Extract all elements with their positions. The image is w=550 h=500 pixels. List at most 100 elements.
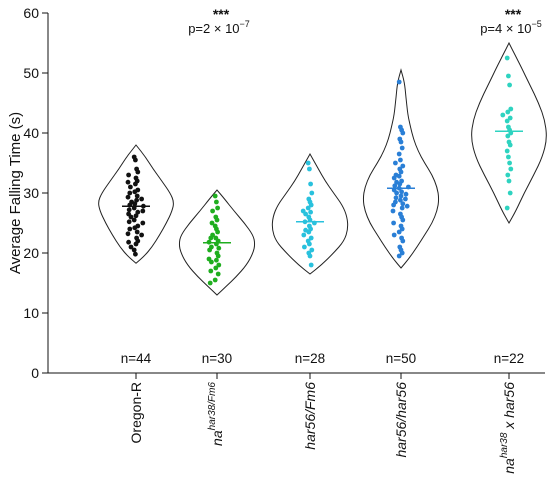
data-point xyxy=(399,250,405,256)
data-point xyxy=(396,79,402,85)
data-point xyxy=(399,145,405,151)
violin-outline xyxy=(471,41,547,225)
n-count-label: n=30 xyxy=(202,351,232,366)
data-point xyxy=(308,202,314,208)
data-point xyxy=(214,257,219,263)
data-point xyxy=(306,229,312,235)
data-point xyxy=(140,208,146,214)
data-point xyxy=(301,232,307,238)
n-count-label: n=28 xyxy=(295,351,325,366)
data-point xyxy=(507,160,512,166)
data-point xyxy=(133,213,139,219)
data-point xyxy=(127,190,133,196)
y-axis-title: Average Falling Time (s) xyxy=(7,112,24,274)
p-value-label: p=4 × 10−5 xyxy=(480,19,542,36)
data-point xyxy=(214,199,219,205)
data-point xyxy=(393,195,399,201)
y-tick-label: 30 xyxy=(23,185,39,201)
data-point xyxy=(208,268,214,274)
data-point xyxy=(396,151,402,157)
data-point xyxy=(134,229,140,235)
data-point xyxy=(504,118,510,124)
data-point xyxy=(303,211,308,217)
violin-group xyxy=(98,144,174,264)
n-count-label: n=22 xyxy=(494,351,524,366)
data-point xyxy=(133,157,138,163)
significance-stars: *** xyxy=(505,6,522,22)
p-value-label: p=2 × 10−7 xyxy=(188,19,250,36)
data-point xyxy=(127,184,133,190)
data-point xyxy=(132,201,138,207)
category-label: Oregon-R xyxy=(128,382,144,443)
data-point xyxy=(127,226,133,232)
data-point xyxy=(397,181,403,187)
category-label-part: har56/Fm6 xyxy=(302,382,318,450)
violin-outline xyxy=(271,152,349,275)
data-point xyxy=(216,262,222,268)
data-point xyxy=(504,205,510,211)
data-point xyxy=(134,197,140,203)
data-point xyxy=(132,189,138,195)
data-point xyxy=(209,220,215,226)
label-layer: n=44 Oregon-R n=30 *** p=2 × 10−7 nahar38/Fm6… xyxy=(121,6,542,474)
data-point xyxy=(392,183,398,189)
data-point xyxy=(505,109,511,115)
data-point xyxy=(307,166,312,172)
data-point xyxy=(400,201,406,207)
category-label-part: Oregon-R xyxy=(128,382,144,443)
data-point xyxy=(125,194,131,200)
y-tick-label: 20 xyxy=(23,245,39,261)
data-point xyxy=(134,193,140,199)
data-point xyxy=(126,172,131,178)
data-point xyxy=(126,207,132,213)
data-point xyxy=(131,217,137,223)
violin-outline xyxy=(362,68,440,269)
data-point xyxy=(135,169,141,175)
violin-group xyxy=(471,41,547,225)
category-label: nahar38/Fm6 xyxy=(207,382,225,446)
data-point xyxy=(305,160,311,166)
data-point xyxy=(400,217,406,223)
data-point xyxy=(390,208,396,214)
data-point xyxy=(506,73,511,79)
p-value-exponent: −5 xyxy=(532,19,542,29)
data-point xyxy=(305,205,311,211)
violin-group xyxy=(178,189,256,296)
axis-layer: 0 10 20 30 40 50 60 xyxy=(23,5,545,381)
data-point xyxy=(308,235,314,241)
data-point xyxy=(506,154,511,160)
violin-outline xyxy=(98,144,174,264)
data-point xyxy=(133,181,138,187)
data-point xyxy=(500,112,506,118)
p-value-base: p=2 × 10 xyxy=(188,21,239,36)
data-point xyxy=(508,166,514,172)
data-point xyxy=(398,139,404,145)
category-label-part: har38 xyxy=(499,432,510,458)
p-value-base: p=4 × 10 xyxy=(480,21,531,36)
data-point xyxy=(400,130,406,136)
n-count-label: n=44 xyxy=(121,351,152,366)
y-tick-label: 50 xyxy=(23,65,39,81)
data-point xyxy=(212,193,218,199)
data-point xyxy=(207,247,213,253)
data-point xyxy=(208,235,214,241)
data-point xyxy=(508,106,514,112)
data-point xyxy=(505,172,511,178)
data-point xyxy=(125,231,131,237)
data-point xyxy=(505,133,511,139)
category-label-part: har56/har56 xyxy=(393,382,409,458)
data-point xyxy=(135,209,141,215)
violin-layer xyxy=(98,41,547,296)
data-point xyxy=(398,197,403,203)
category-label-part: har38/Fm6 xyxy=(207,382,218,431)
data-point xyxy=(216,245,222,251)
data-point xyxy=(309,247,315,253)
data-point xyxy=(139,232,145,238)
data-point xyxy=(399,205,405,211)
data-point xyxy=(125,179,131,185)
category-label: har56/har56 xyxy=(393,382,409,458)
data-point xyxy=(506,178,512,184)
data-point xyxy=(210,208,216,214)
data-point xyxy=(140,220,146,226)
data-point xyxy=(215,205,221,211)
